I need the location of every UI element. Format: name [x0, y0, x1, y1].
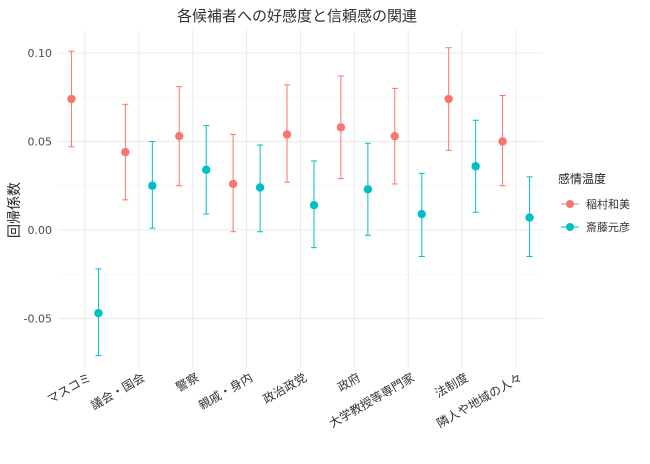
- legend-label: 稲村和美: [586, 197, 630, 211]
- x-tick-label: 政治政党: [260, 370, 309, 407]
- data-point: [417, 209, 426, 219]
- x-tick-label: 政府: [335, 370, 363, 395]
- data-point: [309, 200, 319, 210]
- x-tick-label: 親戚・身内: [196, 370, 255, 413]
- series-group: [94, 119, 534, 357]
- data-point: [471, 162, 480, 171]
- y-tick-label: 0.00: [28, 224, 53, 237]
- legend-key-point: [566, 223, 574, 231]
- data-point: [282, 130, 292, 139]
- data-point: [175, 131, 184, 141]
- x-tick-label: マスコミ: [45, 370, 94, 406]
- x-tick-label: 議会・国会: [88, 370, 147, 412]
- x-tick-label: 警察: [173, 370, 201, 395]
- data-point: [444, 94, 453, 104]
- data-point: [94, 308, 103, 318]
- data-point: [67, 94, 76, 104]
- series-group: [67, 47, 507, 233]
- data-point: [121, 147, 130, 157]
- y-tick-label: 0.10: [28, 47, 53, 60]
- data-point: [498, 137, 507, 146]
- y-axis-ticks: 0.10 0.05 0.00 -0.05: [24, 47, 52, 325]
- data-point: [390, 131, 399, 141]
- chart-title: 各候補者への好感度と信頼感の関連: [177, 7, 417, 25]
- data-point: [336, 123, 346, 132]
- data-point: [255, 183, 265, 192]
- y-axis-title: 回帰係数: [6, 182, 23, 238]
- data-point: [363, 185, 373, 194]
- data-point: [525, 213, 534, 222]
- data-marks: [67, 47, 534, 357]
- data-point: [202, 165, 211, 175]
- grid: [58, 30, 543, 368]
- data-point: [148, 181, 157, 190]
- y-tick-label: 0.05: [28, 135, 53, 148]
- legend-title: 感情温度: [558, 171, 606, 186]
- legend-label: 斎藤元彦: [586, 220, 630, 234]
- legend-key-point: [566, 200, 574, 208]
- data-point: [228, 179, 238, 189]
- y-tick-label: -0.05: [24, 312, 52, 325]
- x-tick-label: 法制度: [432, 370, 471, 401]
